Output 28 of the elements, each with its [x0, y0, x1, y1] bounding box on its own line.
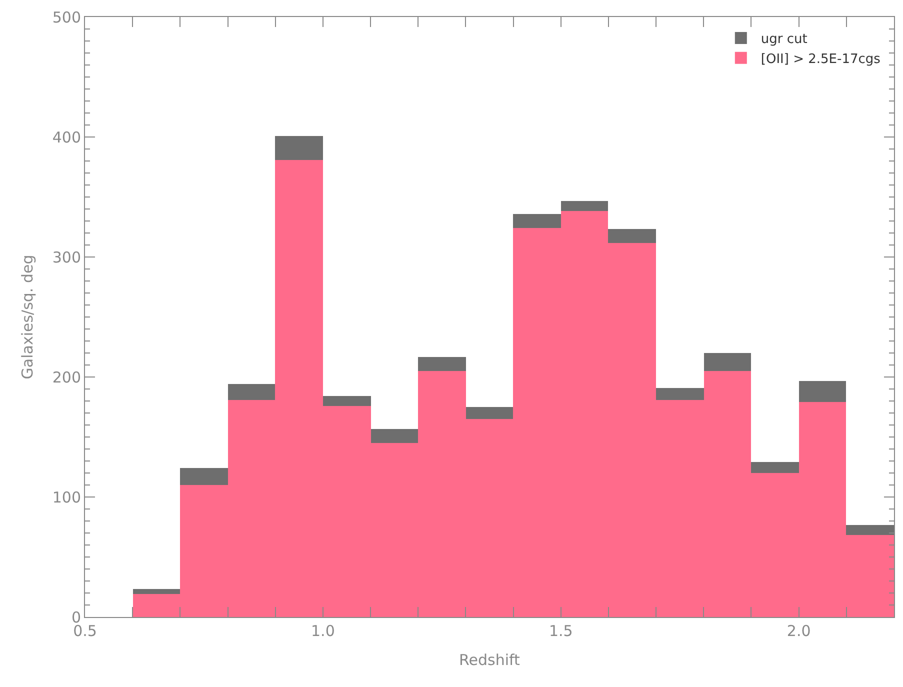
bar — [513, 214, 561, 228]
bar — [228, 384, 275, 400]
bar — [561, 201, 608, 211]
y-tick-label: 500 — [52, 8, 81, 26]
bar — [656, 388, 704, 400]
bar — [466, 407, 513, 419]
legend-label: [OII] > 2.5E-17cgs — [760, 52, 881, 67]
y-tick-label: 200 — [52, 368, 81, 386]
bar — [275, 136, 323, 160]
bar — [418, 357, 466, 371]
x-tick-label: 2.0 — [786, 622, 811, 640]
y-axis-title: Galaxies/sq. deg — [18, 254, 37, 380]
y-tick-label: 400 — [52, 128, 81, 146]
x-axis-title: Redshift — [459, 651, 520, 669]
bar — [371, 429, 418, 443]
y-tick-label: 100 — [52, 488, 81, 506]
bar — [704, 353, 751, 371]
bar — [799, 381, 846, 402]
bar — [180, 468, 228, 485]
legend-label: ugr cut — [760, 32, 808, 48]
x-tick-label: 1.0 — [311, 622, 335, 640]
bar — [846, 525, 894, 535]
x-tick-label: 1.5 — [548, 622, 573, 640]
bar — [133, 589, 180, 594]
bar — [323, 396, 371, 406]
y-tick-label: 300 — [52, 248, 81, 266]
bar — [751, 462, 799, 473]
bar — [608, 229, 656, 243]
